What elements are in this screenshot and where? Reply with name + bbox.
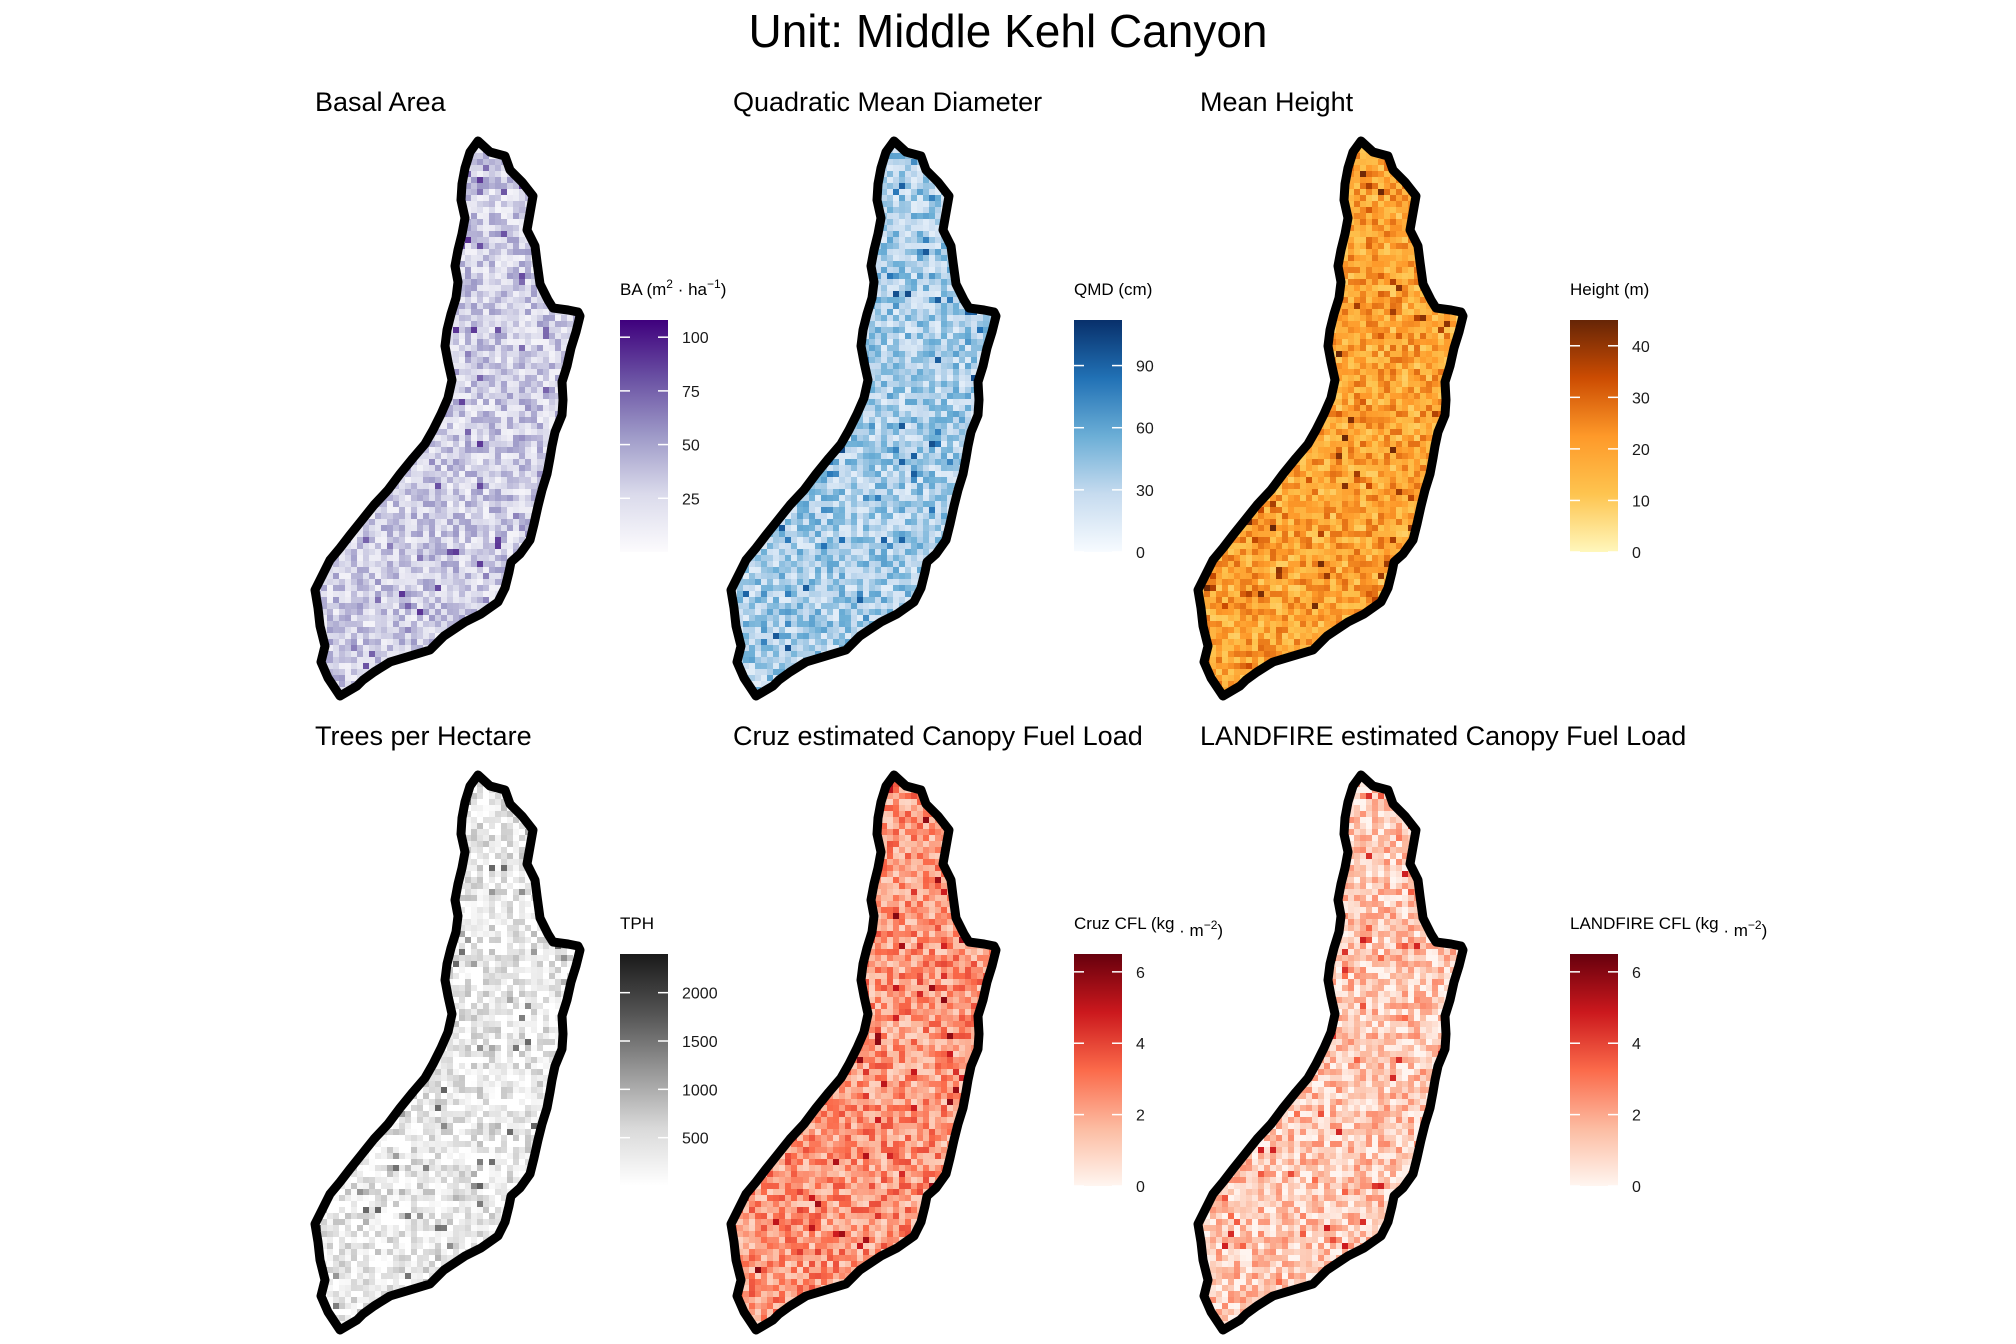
panel-title-tph: Trees per Hectare [315, 721, 532, 751]
legend-tick-label-basal-area: 75 [682, 384, 700, 401]
legend-tick-label-basal-area: 25 [682, 491, 700, 508]
legend-tick-label-qmd: 30 [1136, 483, 1154, 500]
legend-tick-label-landfire-cfl: 0 [1632, 1179, 1641, 1196]
legend-title-mean-height: Height (m) [1570, 280, 1649, 299]
legend-tick-label-landfire-cfl: 6 [1632, 965, 1641, 982]
unit-boundary-basal-area [310, 136, 585, 701]
legend-tick-label-tph: 1500 [682, 1034, 718, 1051]
legend-tick-label-cruz-cfl: 0 [1136, 1179, 1145, 1196]
legend-tick-label-mean-height: 20 [1632, 442, 1650, 459]
legend-tick-label-mean-height: 40 [1632, 339, 1650, 356]
legend-colorbar-landfire-cfl [1570, 954, 1618, 1186]
unit-boundary-landfire-cfl [1193, 770, 1468, 1335]
legend-colorbar-tph [620, 954, 668, 1186]
legend-tick-label-tph: 2000 [682, 986, 718, 1003]
legend-tick-label-landfire-cfl: 2 [1632, 1108, 1641, 1125]
panel-title-basal-area: Basal Area [315, 87, 447, 117]
panel-title-qmd: Quadratic Mean Diameter [733, 87, 1042, 117]
legend-tick-label-cruz-cfl: 6 [1136, 965, 1145, 982]
legend-tick-label-tph: 1000 [682, 1082, 718, 1099]
panel-title-landfire-cfl: LANDFIRE estimated Canopy Fuel Load [1200, 721, 1686, 751]
legend-colorbar-qmd [1074, 320, 1122, 552]
legend-colorbar-basal-area [620, 320, 668, 552]
legend-tick-label-landfire-cfl: 4 [1632, 1036, 1641, 1053]
panel-title-cruz-cfl: Cruz estimated Canopy Fuel Load [733, 721, 1143, 751]
legend-colorbar-cruz-cfl [1074, 954, 1122, 1186]
unit-boundary-mean-height [1193, 136, 1468, 701]
legend-tick-label-tph: 500 [682, 1131, 709, 1148]
legend-tick-label-qmd: 0 [1136, 545, 1145, 562]
legend-title-basal-area: BA (m2 · ha−1) [620, 277, 726, 299]
figure-title: Unit: Middle Kehl Canyon [748, 5, 1267, 57]
legend-title-tph: TPH [620, 914, 654, 933]
unit-boundary-cruz-cfl [726, 770, 1001, 1335]
legend-colorbar-mean-height [1570, 320, 1618, 552]
legend-tick-label-basal-area: 100 [682, 330, 709, 347]
legend-title-landfire-cfl: LANDFIRE CFL (kg · m−2) [1570, 914, 1767, 940]
legend-tick-label-basal-area: 50 [682, 438, 700, 455]
legend-tick-label-qmd: 60 [1136, 421, 1154, 438]
panel-title-mean-height: Mean Height [1200, 87, 1354, 117]
legend-tick-label-qmd: 90 [1136, 359, 1154, 376]
unit-boundary-tph [310, 770, 585, 1335]
legend-title-qmd: QMD (cm) [1074, 280, 1152, 299]
legend-title-cruz-cfl: Cruz CFL (kg · m−2) [1074, 914, 1223, 940]
legend-tick-label-cruz-cfl: 2 [1136, 1108, 1145, 1125]
unit-boundary-qmd [726, 136, 1001, 701]
legend-tick-label-mean-height: 10 [1632, 493, 1650, 510]
legend-tick-label-mean-height: 30 [1632, 390, 1650, 407]
legend-tick-label-mean-height: 0 [1632, 545, 1641, 562]
legend-tick-label-cruz-cfl: 4 [1136, 1036, 1145, 1053]
